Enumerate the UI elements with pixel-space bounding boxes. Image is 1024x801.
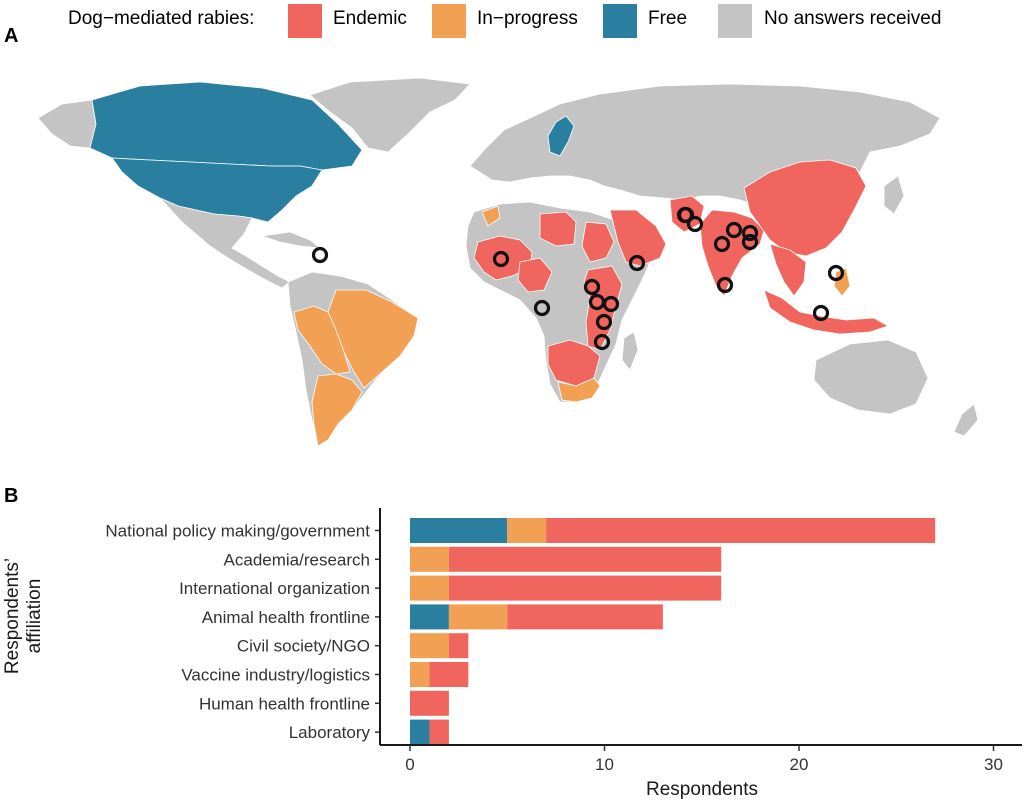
map-alaska [37, 99, 97, 149]
respondent-markers [311, 206, 845, 351]
y-tick-label: Vaccine industry/logistics [181, 666, 370, 685]
respondent-marker [676, 206, 694, 224]
bar-segment-in-progress [448, 604, 508, 630]
bar-segment-in-progress [410, 546, 449, 572]
y-tick-label: Academia/research [224, 550, 370, 569]
y-tick-label: International organization [179, 579, 370, 598]
respondent-marker [741, 224, 759, 242]
respondent-marker [595, 313, 613, 331]
legend-swatch-endemic [288, 4, 322, 38]
respondent-marker [725, 221, 743, 239]
map-india [699, 209, 765, 297]
panel-label-b: B [4, 485, 18, 507]
map-caribbean [261, 231, 322, 249]
legend-label-endemic: Endemic [333, 8, 407, 29]
respondent-marker [713, 235, 731, 253]
y-axis-title-line-1: Respondents’ [2, 558, 23, 674]
bar-segment-endemic [448, 575, 722, 601]
map-indonesia [763, 289, 889, 335]
map-new-zealand [953, 403, 979, 437]
respondent-marker [716, 276, 734, 294]
x-axis-title: Respondents [646, 779, 758, 800]
legend-label-in-progress: In−progress [477, 8, 578, 29]
map-mexico-central-america [159, 197, 291, 289]
map-morocco [481, 205, 501, 227]
respondent-marker [492, 250, 510, 268]
panel-label-a: A [4, 25, 18, 47]
respondent-marker [311, 246, 329, 264]
bar-segment-in-progress [410, 633, 449, 659]
bar-segment-endemic [546, 518, 936, 543]
legend-label-no-answers: No answers received [764, 8, 941, 29]
map-peru-bolivia [293, 305, 351, 375]
map-nigeria [517, 257, 553, 293]
legend-swatch-free [603, 4, 637, 38]
map-southeast-asia [769, 243, 807, 297]
y-tick-label: Civil society/NGO [237, 637, 370, 656]
bar-segment-in-progress [507, 518, 547, 543]
bar-segment-endemic [448, 546, 722, 572]
map-united-states [111, 157, 323, 223]
x-tick-label: 20 [790, 755, 809, 774]
map-philippines [833, 267, 851, 297]
x-tick-label: 10 [595, 755, 614, 774]
y-tick-label: National policy making/government [105, 522, 370, 541]
map-libya [539, 211, 577, 247]
x-tick-label: 30 [984, 755, 1003, 774]
map-pakistan [669, 195, 705, 233]
respondent-marker [741, 233, 759, 251]
map-arabia [609, 209, 667, 267]
bar-chart: Respondents’ affiliation National policy… [2, 508, 1022, 800]
bar-segment-free [410, 719, 430, 745]
respondent-marker [628, 254, 646, 272]
respondent-marker [593, 333, 611, 351]
legend-swatch-in-progress [432, 4, 466, 38]
y-tick-label: Human health frontline [199, 694, 370, 713]
map-australia [813, 339, 929, 415]
bar-segment-endemic [507, 604, 663, 630]
bar-segment-free [410, 518, 508, 543]
legend: Dog−mediated rabies: Endemic In−progress… [68, 4, 941, 38]
bar-segment-endemic [429, 719, 449, 745]
bar-segment-in-progress [410, 662, 430, 687]
y-axis-title-line-2: affiliation [24, 579, 45, 654]
map-japan [883, 175, 905, 215]
respondent-marker [686, 215, 704, 233]
map-sudan [581, 221, 615, 263]
map-greenland [309, 77, 471, 153]
respondent-marker [812, 304, 830, 322]
bar-segment-free [410, 604, 449, 630]
map-madagascar [621, 331, 639, 371]
map-argentina [311, 373, 363, 447]
y-axis-title: Respondents’ affiliation [2, 558, 45, 674]
y-axis-tick-labels: National policy making/government Academi… [105, 522, 380, 742]
map-south-africa [557, 377, 601, 403]
x-axis-ticks: 0 10 20 30 [405, 745, 1003, 774]
bars-layer [410, 518, 936, 745]
y-tick-label: Animal health frontline [202, 608, 370, 627]
bar-segment-endemic [448, 633, 469, 659]
map-eurasia [469, 83, 941, 215]
respondent-marker [533, 299, 551, 317]
legend-swatch-no-answers [718, 4, 752, 38]
legend-title: Dog−mediated rabies: [68, 8, 254, 29]
respondent-marker [602, 295, 620, 313]
respondent-marker [583, 278, 601, 296]
map-sweden [547, 115, 575, 157]
world-map [37, 77, 979, 447]
y-tick-label: Laboratory [289, 723, 371, 742]
map-china [743, 159, 867, 257]
legend-label-free: Free [648, 8, 687, 29]
bar-segment-in-progress [410, 575, 449, 601]
x-tick-label: 0 [405, 755, 414, 774]
respondent-marker [827, 264, 845, 282]
bar-segment-endemic [410, 690, 449, 716]
bar-segment-endemic [429, 662, 469, 687]
